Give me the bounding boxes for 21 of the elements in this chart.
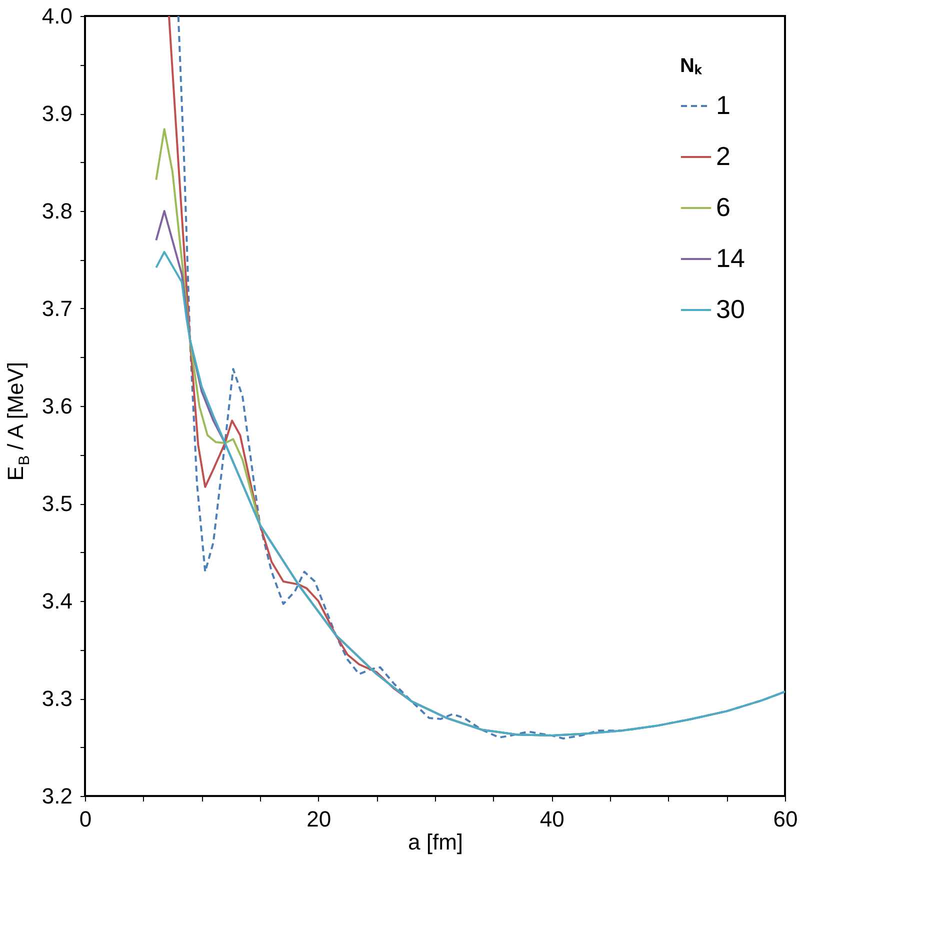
legend-label: 1	[716, 90, 730, 120]
x-tick-label: 40	[540, 806, 564, 832]
y-tick-label: 3.5	[42, 491, 72, 516]
legend-label: 2	[716, 141, 730, 171]
x-tick-label: 0	[79, 806, 92, 832]
x-axis-title: a [fm]	[408, 830, 464, 854]
y-tick-label: 4.0	[42, 4, 72, 28]
legend-title: Nₖ	[680, 55, 702, 77]
y-tick-label: 3.4	[42, 588, 72, 614]
y-axis-title: EB / A [MeV]	[3, 362, 33, 481]
y-tick-label: 3.2	[42, 784, 72, 808]
legend-label: 6	[716, 192, 730, 222]
y-tick-label: 3.7	[42, 296, 72, 321]
legend-label: 14	[716, 243, 745, 273]
y-tick-label: 3.6	[42, 394, 72, 418]
legend-label: 30	[716, 294, 745, 324]
y-tick-label: 3.8	[42, 198, 72, 224]
x-tick-label: 20	[306, 806, 332, 832]
x-tick-label: 60	[773, 806, 798, 832]
y-tick-label: 3.3	[42, 686, 72, 711]
y-tick-label: 3.9	[42, 101, 72, 126]
